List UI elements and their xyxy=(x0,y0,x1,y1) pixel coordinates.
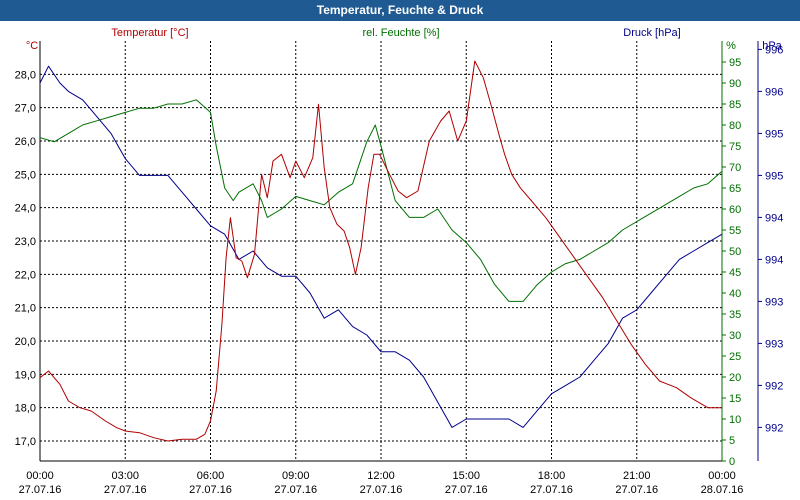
x-tick-date: 27.07.16 xyxy=(19,484,62,496)
temperature-tick-label: 24,0 xyxy=(15,203,36,215)
temperature-line xyxy=(39,60,722,442)
humidity-tick-label: 80 xyxy=(729,120,741,132)
pressure-tick-label: 992 xyxy=(765,380,783,392)
pressure-tick-label: 992 xyxy=(765,422,783,434)
humidity-tick-label: 75 xyxy=(729,141,741,153)
pressure-tick-label: 996 xyxy=(765,86,783,98)
series-lines xyxy=(39,60,723,442)
humidity-tick-label: 95 xyxy=(729,57,741,69)
pressure-tick-label: 996 xyxy=(765,44,783,56)
temperature-tick-label: 22,0 xyxy=(15,269,36,281)
temperature-tick-label: 23,0 xyxy=(15,236,36,248)
temperature-series-label: Temperatur [°C] xyxy=(111,27,188,39)
humidity-tick-label: 40 xyxy=(729,288,741,300)
x-tick-time: 18:00 xyxy=(538,470,566,482)
humidity-tick-label: 90 xyxy=(729,78,741,90)
x-tick-date: 27.07.16 xyxy=(530,484,573,496)
humidity-tick-label: 0 xyxy=(729,456,735,468)
x-tick-date: 27.07.16 xyxy=(104,484,147,496)
x-tick-date: 27.07.16 xyxy=(189,484,232,496)
axes: 00:00 27.07.16 03:00 27.07.16 06:00 27.07.16 0… xyxy=(15,41,783,496)
humidity-tick-label: 5 xyxy=(729,435,735,447)
temperature-tick-label: 19,0 xyxy=(15,369,36,381)
humidity-tick-label: 85 xyxy=(729,99,741,111)
x-tick-time: 12:00 xyxy=(367,470,395,482)
pressure-series-label: Druck [hPa] xyxy=(623,27,680,39)
temperature-tick-label: 18,0 xyxy=(15,403,36,415)
pressure-tick-label: 993 xyxy=(765,296,783,308)
humidity-tick-label: 65 xyxy=(729,183,741,195)
x-tick-date: 27.07.16 xyxy=(445,484,488,496)
temperature-tick-label: 25,0 xyxy=(15,169,36,181)
temperature-tick-label: 26,0 xyxy=(15,136,36,148)
chart-title: Temperatur, Feuchte & Druck xyxy=(0,0,800,21)
temperature-tick-label: 20,0 xyxy=(15,336,36,348)
humidity-tick-label: 60 xyxy=(729,204,741,216)
temperature-unit-label: °C xyxy=(26,40,38,52)
x-tick-date: 28.07.16 xyxy=(701,484,744,496)
humidity-tick-label: 50 xyxy=(729,246,741,258)
humidity-series-label: rel. Feuchte [%] xyxy=(362,27,439,39)
pressure-line xyxy=(39,65,723,428)
humidity-tick-label: 45 xyxy=(729,267,741,279)
x-tick-time: 06:00 xyxy=(197,470,225,482)
pressure-tick-label: 995 xyxy=(765,128,783,140)
x-tick-time: 09:00 xyxy=(282,470,310,482)
temperature-tick-label: 21,0 xyxy=(15,303,36,315)
pressure-tick-label: 993 xyxy=(765,338,783,350)
humidity-tick-label: 15 xyxy=(729,393,741,405)
x-tick-time: 15:00 xyxy=(452,470,480,482)
temperature-tick-label: 28,0 xyxy=(15,69,36,81)
temperature-tick-label: 17,0 xyxy=(15,436,36,448)
humidity-tick-label: 20 xyxy=(729,372,741,384)
x-tick-date: 27.07.16 xyxy=(360,484,403,496)
grid xyxy=(40,41,722,461)
humidity-tick-label: 10 xyxy=(729,414,741,426)
x-tick-time: 00:00 xyxy=(26,470,54,482)
humidity-line xyxy=(39,99,723,302)
pressure-tick-label: 995 xyxy=(765,170,783,182)
x-tick-date: 27.07.16 xyxy=(615,484,658,496)
pressure-tick-label: 994 xyxy=(765,212,783,224)
pressure-tick-label: 994 xyxy=(765,254,783,266)
x-tick-time: 00:00 xyxy=(708,470,736,482)
humidity-tick-label: 70 xyxy=(729,162,741,174)
humidity-tick-label: 25 xyxy=(729,351,741,363)
humidity-tick-label: 35 xyxy=(729,309,741,321)
humidity-tick-label: 30 xyxy=(729,330,741,342)
x-tick-date: 27.07.16 xyxy=(274,484,317,496)
temperature-tick-label: 27,0 xyxy=(15,103,36,115)
humidity-tick-label: 55 xyxy=(729,225,741,237)
pressure-unit-label: hPa xyxy=(762,40,782,52)
humidity-unit-label: % xyxy=(726,40,736,52)
x-tick-time: 03:00 xyxy=(111,470,139,482)
x-tick-time: 21:00 xyxy=(623,470,651,482)
